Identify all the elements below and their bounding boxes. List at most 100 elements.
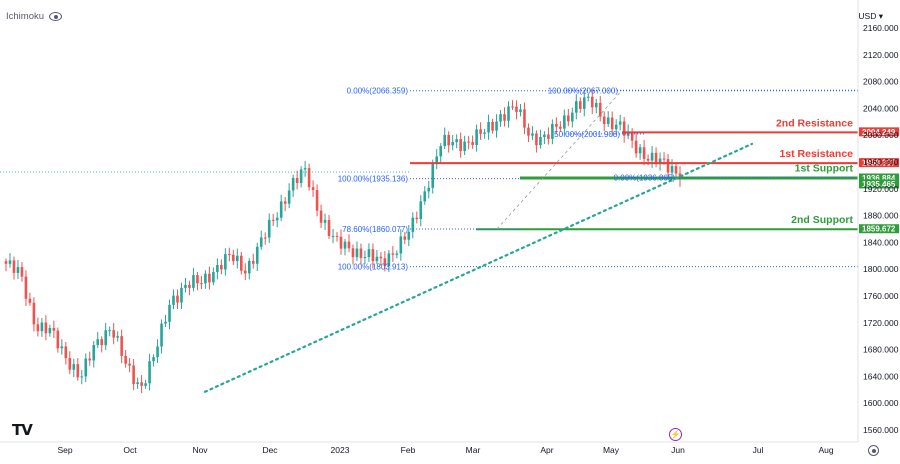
candle xyxy=(634,133,638,158)
level-label: 2nd Resistance xyxy=(776,117,853,129)
candle xyxy=(255,242,259,272)
candle xyxy=(188,280,191,296)
candle xyxy=(200,275,203,290)
candle xyxy=(116,331,119,342)
candle xyxy=(104,322,108,351)
candle xyxy=(479,122,482,140)
candle xyxy=(467,135,470,150)
candle xyxy=(551,119,554,145)
candle xyxy=(586,93,590,102)
gear-icon[interactable] xyxy=(868,445,879,456)
candle xyxy=(367,243,371,262)
x-tick-label: Oct xyxy=(123,445,137,455)
candle xyxy=(96,331,100,348)
fib-label: 0.00%(2066.359) xyxy=(347,87,409,96)
x-tick-label: 2023 xyxy=(331,445,350,455)
candle xyxy=(88,351,92,366)
candle xyxy=(666,153,670,178)
price-tag: 1958.337 xyxy=(859,158,899,168)
candle xyxy=(128,358,131,373)
candle xyxy=(275,212,279,228)
candle xyxy=(610,111,614,137)
candle xyxy=(547,127,550,145)
candle xyxy=(8,253,12,268)
currency-selector[interactable]: USD ▾ xyxy=(858,11,883,21)
logo-text: TV xyxy=(12,421,33,439)
candle xyxy=(44,315,48,341)
candle xyxy=(100,336,104,353)
candle xyxy=(455,134,458,149)
candle xyxy=(650,146,654,168)
level-label: 1st Resistance xyxy=(779,148,853,160)
y-tick-label: 1840.000 xyxy=(863,237,899,247)
candle xyxy=(315,184,319,217)
candle xyxy=(519,104,522,117)
y-tick-label: 2160.000 xyxy=(863,23,899,33)
candle xyxy=(555,117,558,134)
candle xyxy=(435,149,439,170)
candle xyxy=(120,329,123,364)
candle xyxy=(563,109,566,136)
candle xyxy=(391,246,395,262)
candle xyxy=(236,248,239,269)
candle xyxy=(240,251,243,275)
currency-label: USD xyxy=(858,11,877,21)
candle xyxy=(323,213,327,230)
candle xyxy=(60,339,64,355)
candle xyxy=(419,195,423,227)
y-tick-label: 2120.000 xyxy=(863,50,899,60)
candle xyxy=(483,128,486,139)
candle xyxy=(491,119,494,134)
y-tick-label: 2000.000 xyxy=(863,130,899,140)
candle xyxy=(271,213,275,227)
level-label: 1st Support xyxy=(795,162,854,174)
candle xyxy=(343,238,347,256)
candle xyxy=(172,289,175,310)
candle xyxy=(427,180,431,199)
candle xyxy=(395,250,399,259)
candle xyxy=(606,111,610,127)
candle xyxy=(80,370,84,385)
candle xyxy=(108,326,111,337)
candle xyxy=(140,375,143,394)
price-tag: 1859.672 xyxy=(859,224,899,234)
candle xyxy=(124,350,127,368)
tradingview-logo[interactable]: TV xyxy=(12,421,33,439)
candle xyxy=(307,163,311,191)
candle xyxy=(539,129,542,149)
candle xyxy=(168,299,171,330)
candle xyxy=(52,320,56,339)
y-tick-label: 1640.000 xyxy=(863,371,899,381)
candle xyxy=(112,323,115,345)
candle xyxy=(72,358,76,378)
candle xyxy=(319,204,323,229)
candle xyxy=(259,230,263,250)
candle xyxy=(575,94,578,120)
candle xyxy=(602,111,606,132)
candle xyxy=(148,353,151,391)
x-tick-label: Sep xyxy=(57,445,72,455)
candle xyxy=(622,117,626,143)
eye-icon[interactable] xyxy=(49,12,63,21)
candle xyxy=(196,272,199,291)
x-tick-label: Jul xyxy=(753,445,764,455)
candle xyxy=(363,250,367,265)
candle xyxy=(527,123,530,143)
x-tick-label: Aug xyxy=(818,445,833,455)
candle xyxy=(471,135,474,149)
y-tick-label: 1920.000 xyxy=(863,184,899,194)
y-tick-label: 1760.000 xyxy=(863,291,899,301)
candle xyxy=(24,270,28,307)
lightning-icon[interactable]: ⚡ xyxy=(669,428,682,441)
candle xyxy=(184,278,187,293)
fib-label: 100.00%(2067.000) xyxy=(548,86,619,95)
candle xyxy=(359,243,363,265)
trend-line xyxy=(203,142,754,393)
candle xyxy=(495,114,498,138)
x-tick-label: May xyxy=(603,445,620,455)
candle xyxy=(164,314,167,328)
indicator-legend[interactable]: Ichimoku xyxy=(6,11,63,22)
candle xyxy=(251,253,255,269)
fib-label: 100.00%(1935.136) xyxy=(338,175,409,184)
